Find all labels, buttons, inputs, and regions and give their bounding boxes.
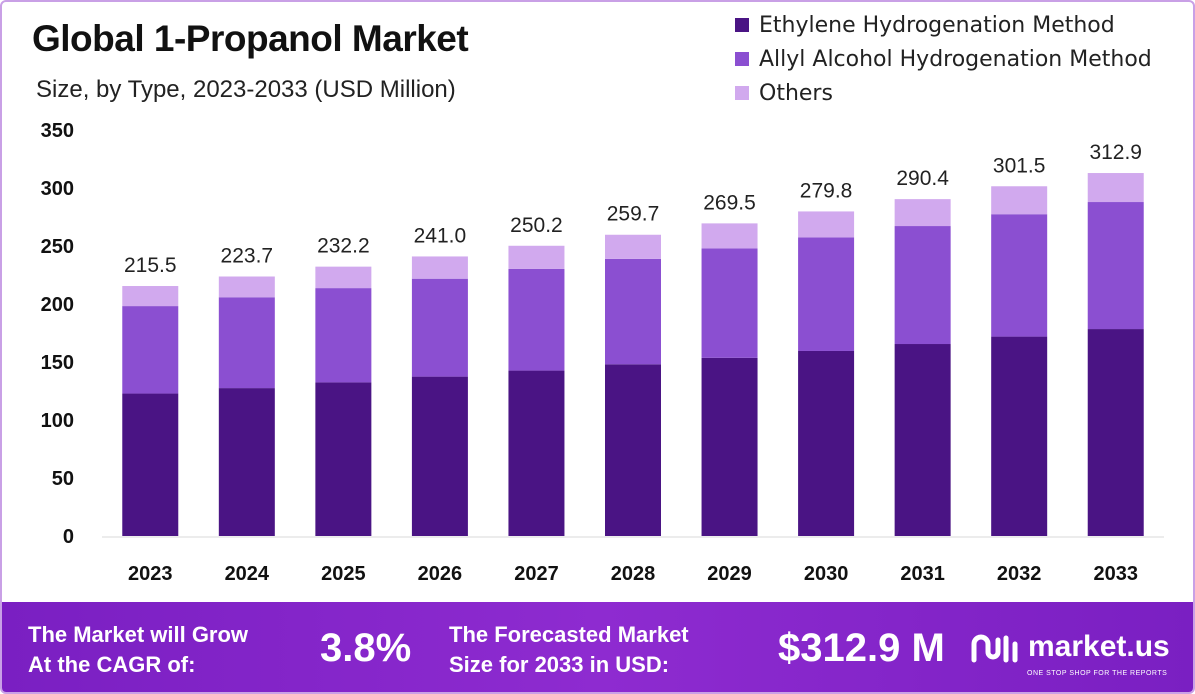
bar-segment-allyl xyxy=(411,278,468,377)
y-tick-label: 250 xyxy=(41,236,74,258)
x-tick-label: 2030 xyxy=(804,563,849,585)
brand-tagline: ONE STOP SHOP FOR THE REPORTS xyxy=(1027,670,1168,677)
bar-segment-allyl xyxy=(1087,202,1144,330)
brand-name: market.us xyxy=(1028,630,1170,663)
cagr-label: The Market will Grow At the CAGR of: xyxy=(28,620,248,680)
bar-segment-others xyxy=(1087,173,1144,203)
x-tick-label: 2032 xyxy=(997,563,1042,585)
legend-swatch-others xyxy=(735,86,749,100)
bar-segment-allyl xyxy=(218,297,275,389)
bar-segment-allyl xyxy=(894,226,951,345)
bar-segment-ethylene xyxy=(411,376,468,536)
bar-segment-ethylene xyxy=(798,350,855,536)
bar-segment-ethylene xyxy=(894,344,951,536)
bar-total-label: 312.9 xyxy=(1089,141,1142,164)
bar-segment-others xyxy=(605,234,661,259)
y-tick-label: 150 xyxy=(41,352,74,374)
x-tick-label: 2025 xyxy=(321,563,366,585)
forecast-value: $312.9 M xyxy=(778,626,945,670)
bar-segment-ethylene xyxy=(1087,329,1144,536)
bar-segment-ethylene xyxy=(315,382,372,536)
legend-swatch-ethylene xyxy=(735,18,749,32)
bar-total-label: 232.2 xyxy=(317,235,370,258)
bar-segment-others xyxy=(315,266,372,289)
chart-subtitle: Size, by Type, 2023-2033 (USD Million) xyxy=(36,76,456,103)
legend-item-allyl: Allyl Alcohol Hydrogenation Method xyxy=(735,42,1152,76)
x-tick-label: 2023 xyxy=(128,563,173,585)
forecast-label: The Forecasted Market Size for 2033 in U… xyxy=(449,620,689,680)
y-tick-label: 50 xyxy=(52,468,74,490)
x-tick-label: 2029 xyxy=(707,563,752,585)
forecast-label-line1: The Forecasted Market xyxy=(449,622,689,647)
bar-segment-ethylene xyxy=(991,336,1048,536)
bar-total-label: 215.5 xyxy=(124,254,177,277)
bar-total-label: 223.7 xyxy=(221,245,274,268)
bar-segment-allyl xyxy=(122,306,179,394)
legend-label-ethylene: Ethylene Hydrogenation Method xyxy=(759,12,1115,38)
bar-segment-others xyxy=(411,256,468,279)
bar-segment-others xyxy=(218,276,275,298)
legend-item-others: Others xyxy=(735,76,1152,110)
x-tick-label: 2027 xyxy=(514,563,559,585)
cagr-label-line2: At the CAGR of: xyxy=(28,652,196,677)
x-tick-label: 2033 xyxy=(1093,563,1138,585)
cagr-value: 3.8% xyxy=(320,626,412,670)
bar-segment-ethylene xyxy=(605,364,661,536)
bar-total-label: 269.5 xyxy=(703,191,756,214)
bar-segment-allyl xyxy=(315,288,372,383)
bar-segment-ethylene xyxy=(701,357,758,536)
bar-segment-allyl xyxy=(798,237,855,351)
bar-total-label: 241.0 xyxy=(414,224,467,247)
y-tick-label: 300 xyxy=(41,178,74,200)
bar-total-label: 301.5 xyxy=(993,154,1046,177)
bar-total-label: 290.4 xyxy=(896,167,949,190)
y-tick-label: 350 xyxy=(41,120,74,142)
y-tick-label: 200 xyxy=(41,294,74,316)
bar-segment-ethylene xyxy=(508,370,565,536)
bar-segment-others xyxy=(701,223,758,249)
bar-total-label: 250.2 xyxy=(510,214,563,237)
bar-segment-allyl xyxy=(605,258,661,365)
bar-segment-others xyxy=(894,199,951,227)
bar-segment-others xyxy=(798,211,855,238)
bar-total-label: 279.8 xyxy=(800,179,853,202)
bar-segment-others xyxy=(122,286,179,307)
legend-label-others: Others xyxy=(759,80,833,106)
stacked-bar-chart: 0 50 100 150 200 250 300 350 215.5 2023 223.7 2024 2… xyxy=(41,120,1164,585)
legend: Ethylene Hydrogenation Method Allyl Alco… xyxy=(735,8,1152,110)
y-tick-label: 100 xyxy=(41,410,74,432)
bar-total-label: 259.7 xyxy=(607,203,660,226)
bar-segment-others xyxy=(508,245,565,269)
y-tick-label: 0 xyxy=(63,526,74,548)
bar-segment-ethylene xyxy=(218,388,275,536)
x-tick-label: 2026 xyxy=(418,563,463,585)
bar-segment-allyl xyxy=(701,248,758,358)
chart-title: Global 1-Propanol Market xyxy=(32,18,469,59)
brand-logo: market.us xyxy=(970,630,1170,664)
footer-banner: The Market will Grow At the CAGR of: 3.8… xyxy=(2,602,1193,692)
bar-segment-allyl xyxy=(991,214,1048,337)
marketus-logo-icon xyxy=(971,634,1018,663)
bar-segment-others xyxy=(991,186,1048,215)
legend-swatch-allyl xyxy=(735,52,749,66)
forecast-label-line2: Size for 2033 in USD: xyxy=(449,652,670,677)
bar-segment-ethylene xyxy=(122,393,179,536)
x-tick-label: 2031 xyxy=(900,563,945,585)
legend-label-allyl: Allyl Alcohol Hydrogenation Method xyxy=(759,46,1152,72)
bar-segment-allyl xyxy=(508,268,565,371)
x-tick-label: 2024 xyxy=(225,563,270,585)
cagr-label-line1: The Market will Grow xyxy=(28,622,249,647)
x-tick-label: 2028 xyxy=(611,563,656,585)
legend-item-ethylene: Ethylene Hydrogenation Method xyxy=(735,8,1152,42)
